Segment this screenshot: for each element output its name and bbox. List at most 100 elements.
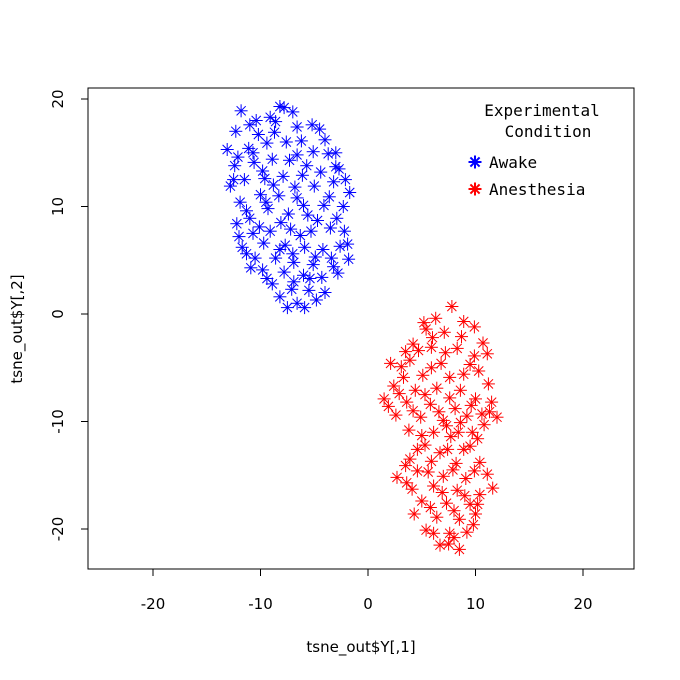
legend-asterisk-icon <box>468 182 482 196</box>
x-tick-label: 0 <box>363 595 373 613</box>
point-anesthesia <box>452 512 466 526</box>
point-awake <box>256 164 270 178</box>
point-anesthesia <box>427 479 441 493</box>
point-awake <box>230 217 244 231</box>
point-awake <box>263 224 277 238</box>
point-anesthesia <box>407 507 421 521</box>
point-awake <box>324 251 338 265</box>
point-anesthesia <box>433 446 447 460</box>
point-awake <box>332 162 346 176</box>
point-awake <box>228 159 242 173</box>
point-awake <box>233 195 247 209</box>
y-tick-label: 20 <box>49 89 67 108</box>
y-tick-label: 10 <box>49 197 67 216</box>
point-anesthesia <box>427 425 441 439</box>
point-anesthesia <box>490 410 504 424</box>
point-anesthesia <box>486 481 500 495</box>
point-awake <box>304 224 318 238</box>
point-awake <box>287 275 301 289</box>
point-awake <box>231 150 245 164</box>
point-awake <box>227 173 241 187</box>
point-anesthesia <box>450 483 464 497</box>
point-awake <box>294 134 308 148</box>
point-awake <box>234 104 248 118</box>
point-anesthesia <box>447 504 461 518</box>
point-anesthesia <box>481 377 495 391</box>
y-tick-label: 0 <box>49 309 67 319</box>
point-awake <box>300 159 314 173</box>
point-anesthesia <box>424 340 438 354</box>
point-awake <box>297 198 310 212</box>
points-layer <box>220 100 504 556</box>
point-awake <box>260 136 274 150</box>
point-awake <box>269 115 283 129</box>
point-anesthesia <box>466 518 480 532</box>
point-awake <box>331 266 345 280</box>
point-anesthesia <box>403 353 417 367</box>
point-anesthesia <box>427 526 441 540</box>
point-awake <box>260 272 274 285</box>
point-anesthesia <box>433 538 447 552</box>
point-anesthesia <box>394 360 408 374</box>
point-anesthesia <box>471 497 485 511</box>
point-awake <box>329 160 343 174</box>
point-awake <box>273 290 287 304</box>
point-anesthesia <box>446 463 460 477</box>
point-anesthesia <box>412 344 425 358</box>
point-awake <box>284 222 298 236</box>
point-awake <box>220 143 234 156</box>
point-anesthesia <box>467 320 481 334</box>
point-awake <box>301 208 315 222</box>
point-anesthesia <box>458 489 472 503</box>
point-anesthesia <box>473 488 487 502</box>
point-awake <box>269 251 283 265</box>
point-awake <box>343 186 357 199</box>
point-anesthesia <box>449 456 463 470</box>
point-awake <box>258 172 272 186</box>
point-awake <box>305 118 319 132</box>
point-awake <box>290 191 304 205</box>
point-awake <box>243 118 257 132</box>
point-awake <box>327 260 341 274</box>
point-anesthesia <box>480 467 494 481</box>
x-axis: -20 -10 0 10 20 <box>141 568 593 613</box>
point-awake <box>293 229 307 242</box>
point-anesthesia <box>485 395 499 409</box>
point-anesthesia <box>387 379 401 393</box>
point-awake <box>251 128 265 141</box>
point-awake <box>323 221 337 235</box>
x-tick-label: -10 <box>248 595 273 613</box>
point-anesthesia <box>399 459 413 473</box>
point-awake <box>283 153 296 167</box>
legend: Experimental Condition Awake Anesthesia <box>468 101 600 199</box>
point-awake <box>287 255 301 269</box>
point-anesthesia <box>443 391 457 405</box>
point-anesthesia <box>457 315 471 328</box>
point-anesthesia <box>417 316 431 330</box>
point-anesthesia <box>452 542 466 556</box>
point-awake <box>307 179 321 193</box>
legend-label-awake: Awake <box>489 153 537 172</box>
point-awake <box>298 240 312 254</box>
point-anesthesia <box>397 370 410 384</box>
point-anesthesia <box>426 331 439 345</box>
point-anesthesia <box>400 476 414 490</box>
point-anesthesia <box>415 494 429 508</box>
point-awake <box>266 178 280 192</box>
y-axis-label: tsne_out$Y[,2] <box>8 274 27 383</box>
point-anesthesia <box>483 405 496 419</box>
point-awake <box>232 230 246 244</box>
point-anesthesia <box>447 531 461 545</box>
point-awake <box>338 173 352 187</box>
point-awake <box>246 146 260 160</box>
point-anesthesia <box>408 383 422 397</box>
point-awake <box>276 169 290 183</box>
legend-asterisk-icon <box>468 155 482 169</box>
point-awake <box>317 198 331 212</box>
point-anesthesia <box>424 361 438 375</box>
point-anesthesia <box>457 367 471 381</box>
point-anesthesia <box>450 341 464 355</box>
point-awake <box>281 207 295 221</box>
x-tick-label: -20 <box>141 595 166 613</box>
point-anesthesia <box>416 368 430 382</box>
